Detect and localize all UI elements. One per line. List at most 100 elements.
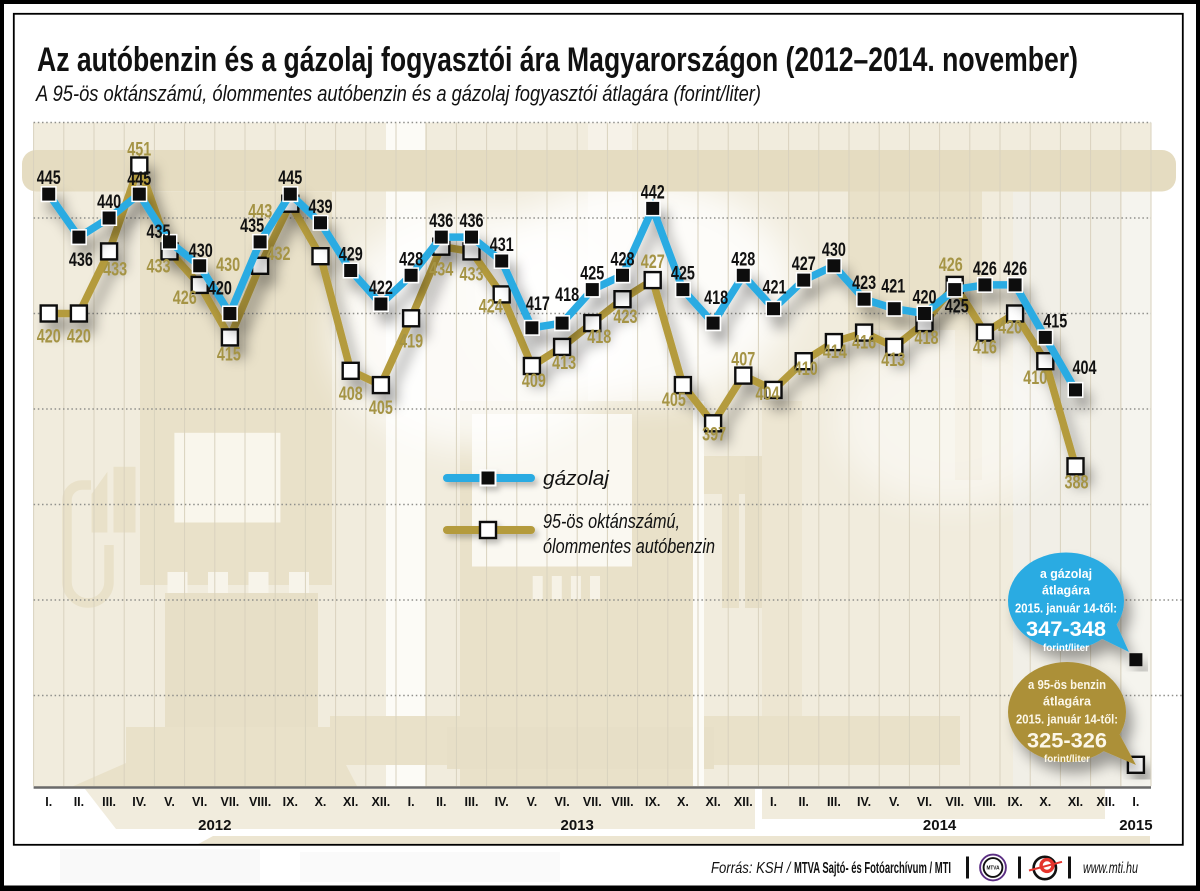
- svg-text:424: 424: [479, 296, 503, 317]
- svg-text:XI.: XI.: [1068, 795, 1083, 809]
- svg-text:2015. január 14-től:: 2015. január 14-től:: [1016, 713, 1118, 727]
- svg-text:416: 416: [973, 338, 997, 359]
- svg-text:III.: III.: [465, 795, 479, 809]
- svg-text:II.: II.: [798, 795, 808, 809]
- svg-text:397: 397: [702, 424, 726, 445]
- svg-text:439: 439: [309, 197, 333, 218]
- svg-text:418: 418: [587, 327, 611, 348]
- svg-text:425: 425: [580, 264, 604, 285]
- svg-text:2015: 2015: [1119, 817, 1152, 834]
- svg-text:435: 435: [240, 216, 264, 237]
- svg-text:IX.: IX.: [283, 795, 298, 809]
- svg-text:425: 425: [945, 297, 969, 318]
- svg-text:413: 413: [881, 350, 905, 371]
- svg-text:átlagára: átlagára: [1042, 584, 1091, 598]
- svg-text:átlagára: átlagára: [1043, 695, 1092, 709]
- svg-text:325-326: 325-326: [1027, 730, 1107, 753]
- svg-text:423: 423: [852, 273, 876, 294]
- svg-text:432: 432: [267, 244, 291, 265]
- svg-text:V.: V.: [527, 795, 538, 809]
- svg-text:420: 420: [998, 318, 1022, 339]
- svg-text:417: 417: [526, 294, 550, 315]
- svg-text:445: 445: [37, 168, 61, 189]
- svg-text:VII.: VII.: [221, 795, 240, 809]
- svg-text:429: 429: [339, 245, 363, 266]
- svg-text:421: 421: [881, 277, 905, 298]
- svg-text:VII.: VII.: [583, 795, 602, 809]
- svg-text:430: 430: [216, 255, 240, 276]
- svg-text:gázolaj: gázolaj: [543, 468, 610, 490]
- svg-text:I.: I.: [770, 795, 777, 809]
- svg-text:VI.: VI.: [554, 795, 569, 809]
- svg-text:420: 420: [208, 279, 232, 300]
- svg-text:436: 436: [69, 250, 93, 271]
- svg-text:388: 388: [1065, 472, 1089, 493]
- svg-text:VI.: VI.: [917, 795, 932, 809]
- svg-text:VI.: VI.: [192, 795, 207, 809]
- svg-text:428: 428: [611, 249, 635, 270]
- svg-text:433: 433: [103, 259, 127, 280]
- svg-text:416: 416: [852, 333, 876, 354]
- svg-text:III.: III.: [827, 795, 841, 809]
- svg-text:421: 421: [763, 278, 787, 299]
- svg-text:I.: I.: [408, 795, 415, 809]
- svg-text:443: 443: [248, 202, 272, 223]
- svg-text:451: 451: [127, 140, 151, 161]
- svg-text:X.: X.: [315, 795, 327, 809]
- svg-text:ólommentes autóbenzin: ólommentes autóbenzin: [543, 536, 715, 558]
- svg-text:440: 440: [97, 192, 121, 213]
- svg-text:425: 425: [671, 264, 695, 285]
- svg-text:MTVA: MTVA: [987, 866, 1000, 872]
- svg-text:409: 409: [522, 371, 546, 392]
- svg-text:Forrás: KSH / MTVA Sajtó- és F: Forrás: KSH / MTVA Sajtó- és Fotóarchívu…: [711, 860, 951, 877]
- svg-text:a gázolaj: a gázolaj: [1040, 567, 1092, 581]
- svg-text:427: 427: [792, 254, 816, 275]
- svg-text:407: 407: [731, 350, 755, 371]
- svg-text:www.mti.hu: www.mti.hu: [1083, 860, 1138, 877]
- svg-text:2012: 2012: [198, 817, 231, 834]
- svg-text:2015. január 14-től:: 2015. január 14-től:: [1015, 602, 1117, 616]
- svg-text:435: 435: [147, 222, 171, 243]
- svg-text:418: 418: [555, 285, 579, 306]
- svg-text:419: 419: [399, 331, 423, 352]
- svg-text:428: 428: [399, 249, 423, 270]
- svg-text:426: 426: [939, 255, 963, 276]
- svg-text:XI.: XI.: [343, 795, 358, 809]
- svg-text:413: 413: [552, 353, 576, 374]
- svg-text:426: 426: [1003, 259, 1027, 280]
- svg-text:436: 436: [460, 211, 484, 232]
- svg-text:434: 434: [429, 260, 453, 281]
- svg-text:404: 404: [756, 384, 780, 405]
- svg-text:XII.: XII.: [372, 795, 391, 809]
- svg-text:405: 405: [662, 390, 686, 411]
- svg-text:2013: 2013: [561, 817, 594, 834]
- svg-text:420: 420: [913, 288, 937, 309]
- svg-text:430: 430: [822, 240, 846, 261]
- svg-text:VIII.: VIII.: [249, 795, 271, 809]
- svg-text:418: 418: [915, 328, 939, 349]
- svg-text:Az autóbenzin és a gázolaj fog: Az autóbenzin és a gázolaj fogyasztói ár…: [37, 41, 1078, 79]
- svg-text:XI.: XI.: [705, 795, 720, 809]
- svg-text:430: 430: [189, 241, 213, 262]
- svg-text:IX.: IX.: [645, 795, 660, 809]
- svg-text:XII.: XII.: [734, 795, 753, 809]
- svg-text:A 95-ös oktánszámú, ólommentes: A 95-ös oktánszámú, ólommentes autóbenzi…: [34, 81, 761, 106]
- svg-text:a 95-ös benzin: a 95-ös benzin: [1028, 678, 1106, 692]
- svg-text:422: 422: [369, 278, 393, 299]
- svg-text:415: 415: [217, 344, 241, 365]
- svg-text:436: 436: [429, 211, 453, 232]
- svg-text:428: 428: [731, 249, 755, 270]
- svg-text:forint/liter: forint/liter: [1044, 753, 1090, 765]
- svg-text:V.: V.: [164, 795, 175, 809]
- svg-text:442: 442: [641, 182, 665, 203]
- svg-text:404: 404: [1073, 358, 1097, 379]
- svg-text:420: 420: [67, 327, 91, 348]
- svg-text:427: 427: [641, 252, 665, 273]
- svg-text:II.: II.: [436, 795, 446, 809]
- svg-text:420: 420: [37, 327, 61, 348]
- svg-text:410: 410: [1023, 368, 1047, 389]
- svg-text:426: 426: [173, 288, 197, 309]
- svg-text:VIII.: VIII.: [611, 795, 633, 809]
- svg-text:2014: 2014: [923, 817, 957, 834]
- svg-text:II.: II.: [74, 795, 84, 809]
